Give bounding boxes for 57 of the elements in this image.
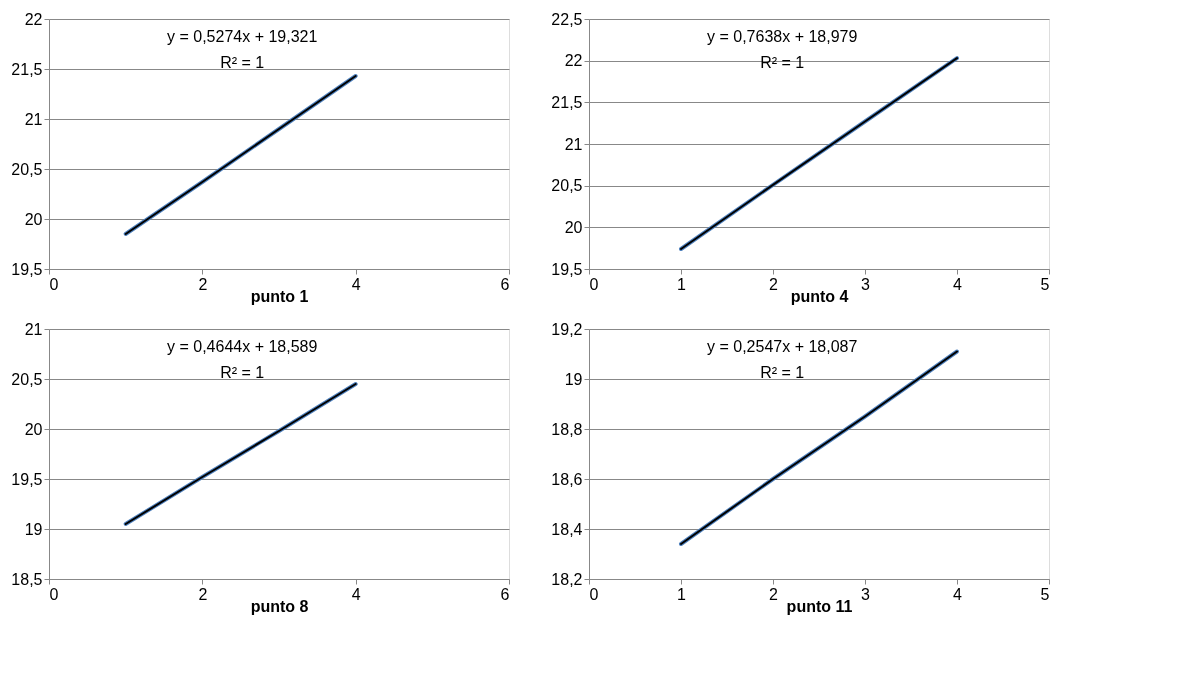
x-tick-label: 5: [1040, 585, 1050, 603]
y-tick-label: 20: [24, 210, 43, 228]
y-tick-label: 21: [24, 110, 43, 128]
annotation: R² = 1: [220, 364, 265, 381]
x-tick-label: 0: [49, 585, 59, 603]
x-axis-title: punto 8: [250, 597, 309, 615]
x-tick-label: 4: [351, 275, 361, 293]
annotation: R² = 1: [760, 364, 805, 381]
x-axis-title: punto 4: [790, 287, 849, 305]
x-axis-title: punto 11: [786, 597, 853, 615]
x-tick-label: 0: [589, 275, 599, 293]
y-tick-label: 20: [564, 218, 583, 236]
y-tick-label: 21,5: [11, 60, 43, 78]
y-tick-label: 19: [24, 520, 43, 538]
x-tick-label: 6: [500, 275, 510, 293]
x-tick-label: 4: [953, 585, 963, 603]
y-tick-label: 18,4: [551, 520, 583, 538]
x-tick-label: 4: [953, 275, 963, 293]
y-tick-label: 20: [24, 420, 43, 438]
y-tick-label: 21,5: [551, 93, 583, 111]
x-tick-label: 3: [861, 275, 871, 293]
y-tick-label: 20,5: [11, 370, 43, 388]
x-tick-label: 2: [769, 275, 779, 293]
y-tick-label: 19,5: [11, 260, 43, 278]
y-tick-label: 19,2: [551, 320, 583, 338]
x-tick-label: 1: [677, 275, 687, 293]
x-tick-label: 5: [1040, 275, 1050, 293]
y-tick-label: 21: [24, 320, 43, 338]
x-tick-label: 2: [198, 275, 208, 293]
x-tick-label: 3: [861, 585, 871, 603]
y-tick-label: 19: [564, 370, 583, 388]
annotation: y = 0,5274x + 19,321: [167, 28, 318, 45]
y-tick-label: 22,5: [551, 10, 583, 28]
x-tick-label: 0: [589, 585, 599, 603]
y-tick-label: 20,5: [551, 177, 583, 195]
annotation: y = 0,4644x + 18,589: [167, 338, 318, 355]
x-tick-label: 6: [500, 585, 510, 603]
y-tick-label: 18,8: [551, 420, 583, 438]
y-tick-label: 19,5: [11, 470, 43, 488]
x-tick-label: 0: [49, 275, 59, 293]
y-tick-label: 18,2: [551, 570, 583, 588]
annotation: R² = 1: [760, 54, 805, 71]
x-tick-label: 4: [351, 585, 361, 603]
y-tick-label: 18,6: [551, 470, 583, 488]
y-tick-label: 22: [564, 52, 583, 70]
annotation: R² = 1: [220, 54, 265, 71]
x-axis-title: punto 1: [250, 287, 309, 305]
x-tick-label: 2: [769, 585, 779, 603]
annotation: y = 0,7638x + 18,979: [707, 28, 858, 45]
x-tick-label: 1: [677, 585, 687, 603]
y-tick-label: 21: [564, 135, 583, 153]
y-tick-label: 19,5: [551, 260, 583, 278]
y-tick-label: 22: [24, 10, 43, 28]
annotation: y = 0,2547x + 18,087: [707, 338, 858, 355]
x-tick-label: 2: [198, 585, 208, 603]
y-tick-label: 18,5: [11, 570, 43, 588]
y-tick-label: 20,5: [11, 160, 43, 178]
